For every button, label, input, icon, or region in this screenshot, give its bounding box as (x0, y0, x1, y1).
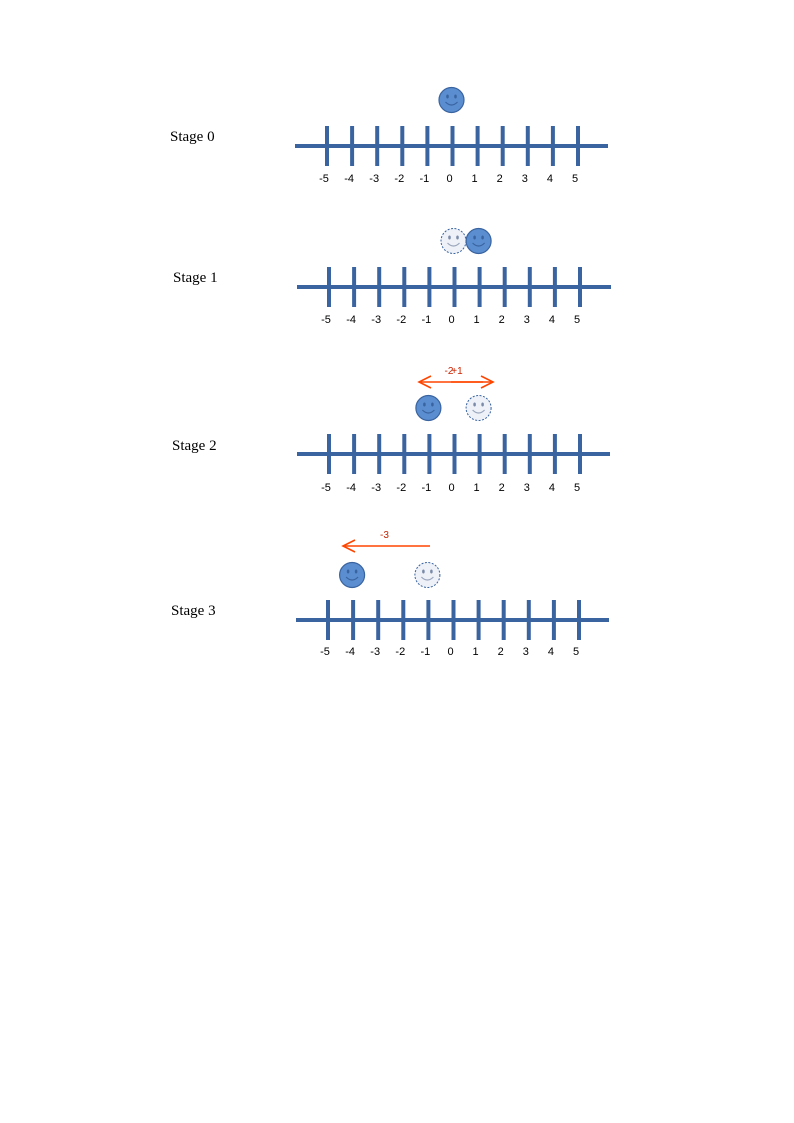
stage-1-tick-label: -3 (371, 314, 381, 326)
stage-3-arrow-head (341, 539, 356, 553)
stage-0-tick-label: -4 (344, 173, 354, 185)
stage-2-tick-label: 3 (524, 482, 530, 494)
stage-0-tick-label: -2 (394, 173, 404, 185)
stage-2-tick-label: 1 (474, 482, 480, 494)
stage-1-tick-label: -1 (422, 314, 432, 326)
stage-0-tick-label: 1 (472, 173, 478, 185)
stage-0-tick-label: 3 (522, 173, 528, 185)
stage-2-tick-label: -4 (346, 482, 356, 494)
stage-2-tick-label: -1 (422, 482, 432, 494)
stage-1-tick-label: -4 (346, 314, 356, 326)
stage-3-tick-label: 3 (523, 646, 529, 658)
stage-1-smiley-face-icon (465, 227, 492, 255)
stage-3-tick-label: 2 (498, 646, 504, 658)
stage-3-label: Stage 3 (171, 603, 216, 619)
stage-3-tick-label: -1 (421, 646, 431, 658)
stage-2-tick-label: -2 (396, 482, 406, 494)
stage-3-ghost-face-icon (414, 562, 441, 588)
stage-3-smiley-face-icon (339, 561, 366, 589)
stage-1-tick-label: 1 (474, 314, 480, 326)
stage-2-move-label: -2 (445, 366, 454, 377)
stage-2-tick-label: 2 (499, 482, 505, 494)
stage-1-tick-label: 2 (499, 314, 505, 326)
stage-1-ghost-face-icon (440, 228, 467, 254)
stage-1-tick-label: 5 (574, 314, 580, 326)
stage-2-tick-label: 4 (549, 482, 555, 494)
stage-1-move-label: +1 (451, 366, 463, 377)
stage-2-tick-label: -5 (321, 482, 331, 494)
stage-2-tick-label: 0 (448, 482, 454, 494)
stage-1-arrow-head (480, 375, 495, 389)
stage-2-label: Stage 2 (172, 438, 217, 454)
stage-1-tick-label: 3 (524, 314, 530, 326)
stage-1-tick-label: 0 (448, 314, 454, 326)
stage-3-tick-label: -2 (395, 646, 405, 658)
stage-1-tick-label: 4 (549, 314, 555, 326)
stage-2-arrow-head (417, 375, 432, 389)
stage-2-ghost-face-icon (465, 395, 492, 421)
stage-0-label: Stage 0 (170, 129, 215, 145)
stage-2-tick-label: -3 (371, 482, 381, 494)
stage-0-tick-label: -1 (420, 173, 430, 185)
stage-0-tick-label: 0 (446, 173, 452, 185)
stage-1-tick-label: -5 (321, 314, 331, 326)
stage-0-tick-label: 4 (547, 173, 553, 185)
stage-0-tick-label: 5 (572, 173, 578, 185)
stage-3-tick-label: 0 (447, 646, 453, 658)
stage-3-tick-label: 4 (548, 646, 554, 658)
stage-3-tick-label: 5 (573, 646, 579, 658)
stage-1-label: Stage 1 (173, 270, 218, 286)
stage-3-tick-label: -5 (320, 646, 330, 658)
stage-2-tick-label: 5 (574, 482, 580, 494)
stage-0-smiley-face-icon (438, 86, 465, 114)
stage-1-tick-label: -2 (396, 314, 406, 326)
stage-0-tick-label: -3 (369, 173, 379, 185)
stage-2-smiley-face-icon (415, 394, 442, 422)
stage-3-tick-label: 1 (473, 646, 479, 658)
stage-0-tick-label: -5 (319, 173, 329, 185)
stage-3-tick-label: -4 (345, 646, 355, 658)
stage-0-tick-label: 2 (497, 173, 503, 185)
stage-3-move-label: -3 (380, 530, 389, 541)
stage-3-tick-label: -3 (370, 646, 380, 658)
